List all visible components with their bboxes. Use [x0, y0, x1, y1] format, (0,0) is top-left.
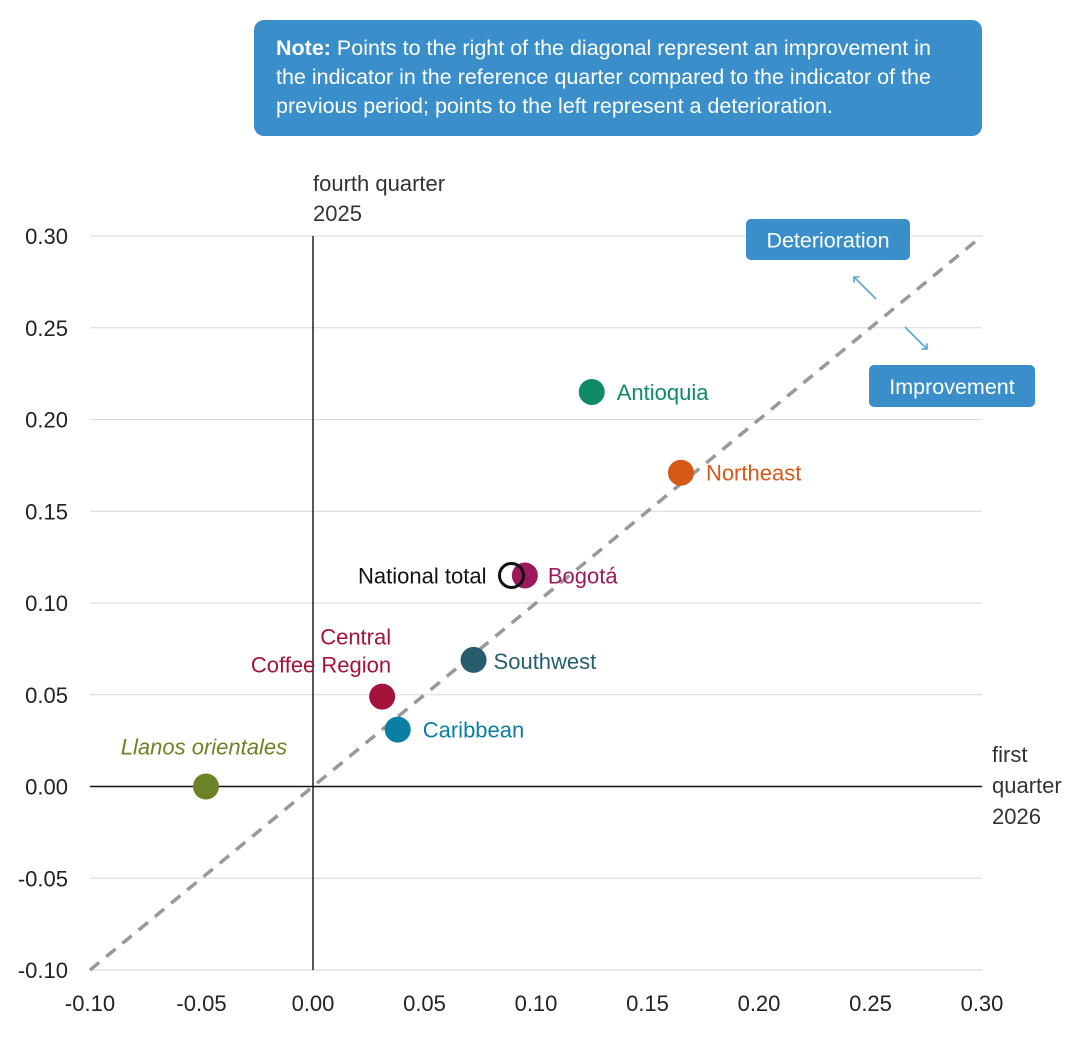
label-line: Northeast — [706, 461, 801, 486]
y-tick-label: 0.00 — [25, 775, 68, 800]
x-tick-label: -0.05 — [176, 991, 226, 1016]
point-national-total — [497, 561, 525, 589]
note-box: Note: Points to the right of the diagona… — [254, 20, 982, 136]
label-line: Llanos orientales — [121, 735, 287, 760]
point-llanos-orientales — [192, 773, 219, 800]
label-central-coffee-region: Central Coffee Region — [251, 625, 391, 678]
y-tick-label: 0.15 — [25, 499, 68, 524]
label-antioquia: Antioquia — [617, 380, 710, 405]
x-axis-title-line: 2026 — [992, 804, 1041, 829]
x-tick-label: 0.00 — [292, 991, 335, 1016]
point-northeast — [667, 459, 694, 486]
y-tick-label: 0.10 — [25, 591, 68, 616]
label-line: Bogotá — [548, 563, 618, 588]
label-llanos-orientales: Llanos orientales — [121, 735, 287, 760]
y-axis-title-line: fourth quarter — [313, 171, 445, 196]
y-tick-label: 0.20 — [25, 408, 68, 433]
y-axis-title-line: 2025 — [313, 201, 362, 226]
improvement-box-label: Improvement — [889, 375, 1014, 399]
label-bogot: Bogotá — [548, 563, 618, 588]
deterioration-box: Deterioration — [746, 219, 910, 260]
x-tick-label: 0.05 — [403, 991, 446, 1016]
improvement-box-bg — [869, 365, 1035, 407]
label-national-total: National total — [358, 563, 486, 588]
x-tick-label: 0.25 — [849, 991, 892, 1016]
label-line: Coffee Region — [251, 653, 391, 678]
deterioration-box-bg — [746, 219, 910, 260]
improvement-box: Improvement — [869, 365, 1035, 407]
label-caribbean: Caribbean — [423, 718, 525, 743]
x-tick-label: 0.10 — [515, 991, 558, 1016]
y-tick-label: 0.05 — [25, 683, 68, 708]
x-tick-label: 0.30 — [961, 991, 1004, 1016]
label-line: National total — [358, 563, 486, 588]
point-central-coffee-region — [369, 683, 396, 710]
point-southwest — [460, 646, 487, 673]
y-tick-label: 0.30 — [25, 224, 68, 249]
label-line: Central — [320, 625, 391, 650]
label-line: Antioquia — [617, 380, 710, 405]
y-tick-label: -0.05 — [18, 866, 68, 891]
x-axis-title-line: first — [992, 742, 1027, 767]
note-text: Points to the right of the diagonal repr… — [276, 36, 931, 118]
improvement-arrow — [904, 326, 928, 350]
x-tick-label: -0.10 — [65, 991, 115, 1016]
x-axis-title-line: quarter — [992, 773, 1062, 798]
y-axis-title: fourth quarter 2025 — [313, 171, 445, 226]
deterioration-arrow — [853, 276, 877, 300]
point-antioquia — [578, 378, 605, 405]
x-tick-label: 0.15 — [626, 991, 669, 1016]
y-tick-label: 0.25 — [25, 316, 68, 341]
label-northeast: Northeast — [706, 461, 801, 486]
y-tick-label: -0.10 — [18, 958, 68, 983]
label-line: Southwest — [494, 649, 597, 674]
x-tick-label: 0.20 — [738, 991, 781, 1016]
label-line: Caribbean — [423, 718, 525, 743]
diagonal-line — [88, 234, 984, 972]
label-southwest: Southwest — [494, 649, 597, 674]
note-bold: Note: — [276, 36, 331, 60]
point-caribbean — [384, 716, 411, 743]
deterioration-box-label: Deterioration — [766, 229, 889, 253]
x-axis-title: first quarter 2026 — [992, 742, 1062, 829]
